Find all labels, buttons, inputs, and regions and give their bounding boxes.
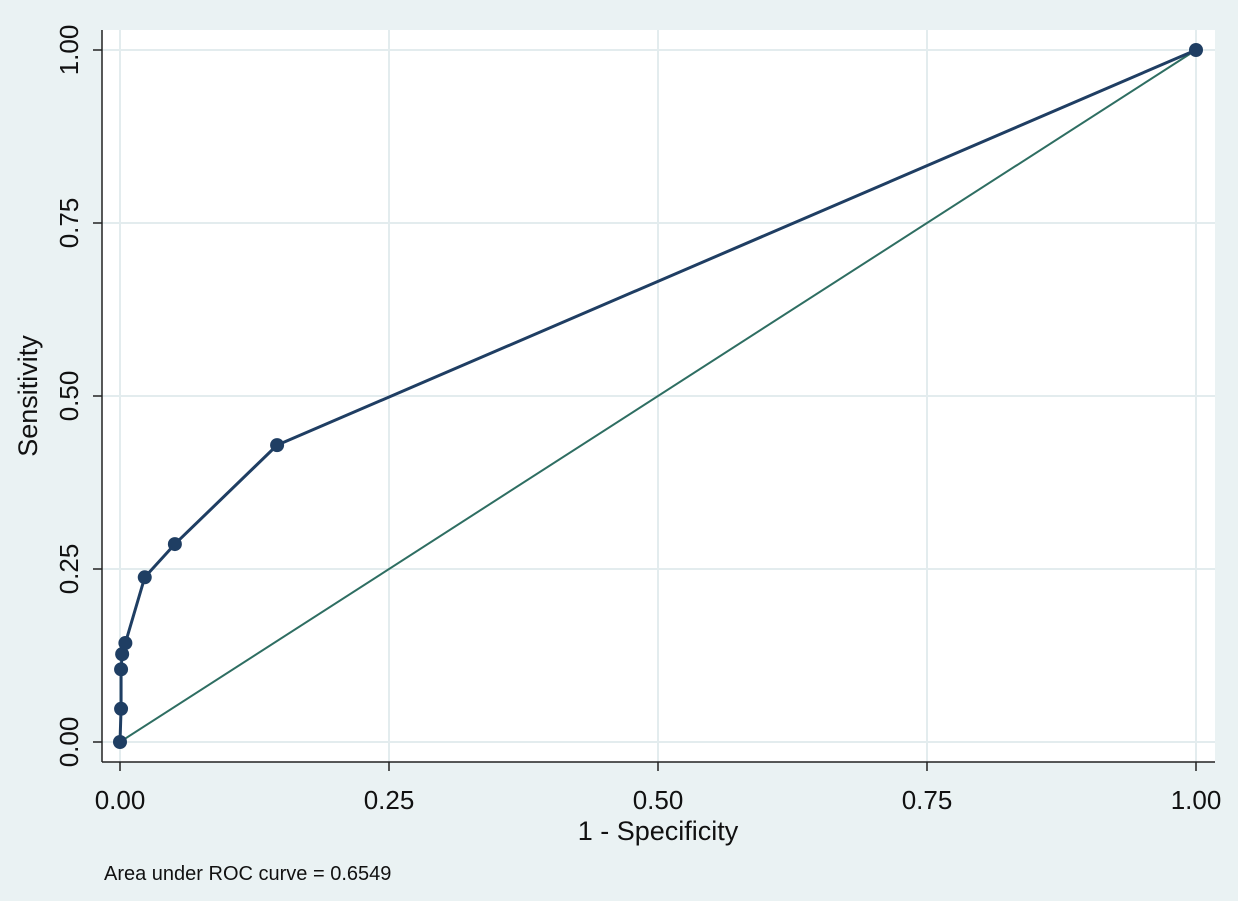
series-layer bbox=[113, 43, 1203, 749]
roc-point bbox=[270, 438, 285, 453]
x-tick-label: 0.75 bbox=[902, 785, 953, 815]
auc-note: Area under ROC curve = 0.6549 bbox=[104, 863, 391, 885]
roc-point bbox=[167, 537, 182, 552]
x-tick-label: 0.25 bbox=[364, 785, 415, 815]
y-tick-label: 1.00 bbox=[54, 25, 84, 76]
reference-line bbox=[119, 49, 1197, 743]
x-tick-label: 0.50 bbox=[633, 785, 684, 815]
tick-labels: 0.00 0.25 0.50 0.75 1.00 0.00 0.25 0.50 0.75 1.00 bbox=[54, 25, 1221, 815]
y-tick-label: 0.00 bbox=[54, 717, 84, 768]
roc-point bbox=[114, 662, 129, 677]
y-tick-label: 0.25 bbox=[54, 544, 84, 595]
roc-point bbox=[113, 735, 127, 749]
roc-point bbox=[114, 701, 129, 716]
x-axis-title: 1 - Specificity bbox=[578, 816, 739, 846]
y-tick-label: 0.75 bbox=[54, 198, 84, 249]
roc-point bbox=[137, 570, 152, 585]
x-tick-label: 1.00 bbox=[1171, 785, 1222, 815]
y-axis-title: Sensitivity bbox=[13, 335, 43, 457]
y-tick-label: 0.50 bbox=[54, 371, 84, 422]
axes bbox=[93, 30, 1215, 771]
roc-point bbox=[118, 636, 133, 651]
roc-point bbox=[1189, 43, 1203, 57]
x-tick-label: 0.00 bbox=[95, 785, 146, 815]
roc-point bbox=[115, 647, 130, 662]
